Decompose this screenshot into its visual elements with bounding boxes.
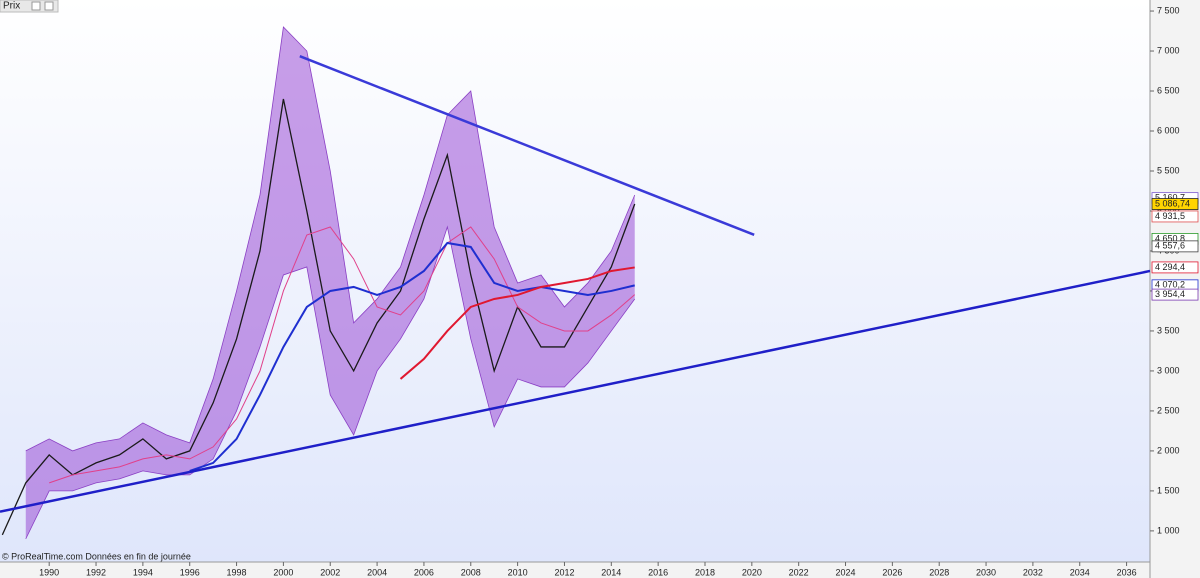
band-fill <box>25 27 635 539</box>
x-tick-label: 1994 <box>133 567 153 577</box>
x-tick-label: 2024 <box>836 567 856 577</box>
trend-line <box>0 269 1151 513</box>
price-label: 5 086,74 <box>1155 198 1190 208</box>
y-tick-label: 3 000 <box>1157 365 1180 375</box>
series-line <box>25 26 636 452</box>
icon[interactable] <box>31 1 41 11</box>
x-tick-label: 2032 <box>1023 567 1043 577</box>
y-tick-label: 2 000 <box>1157 445 1180 455</box>
price-label: 5 160,7 <box>1155 193 1185 203</box>
plot-layer <box>0 26 1151 540</box>
price-label-box <box>1151 261 1199 274</box>
price-label: 3 954,4 <box>1155 289 1185 299</box>
chart-title: Prix <box>3 1 20 12</box>
x-tick-label: 1992 <box>86 567 106 577</box>
y-tick-label: 6 000 <box>1157 125 1180 135</box>
icon[interactable] <box>44 1 54 11</box>
series-line <box>49 226 636 484</box>
y-tick-label: 1 500 <box>1157 485 1180 495</box>
series-line <box>25 225 636 540</box>
series-line <box>1 98 636 536</box>
x-tick-label: 2014 <box>601 567 621 577</box>
price-label-box <box>1151 210 1199 223</box>
price-label-box <box>1151 198 1199 210</box>
footer: © ProRealTime.com Données en fin de jour… <box>2 551 191 561</box>
x-tick-label: 2028 <box>929 567 949 577</box>
series-line <box>399 266 635 380</box>
y-tick-label: 5 500 <box>1157 165 1180 175</box>
x-tick-label: 2036 <box>1117 567 1137 577</box>
x-tick-label: 2004 <box>367 567 387 577</box>
x-tick-label: 2020 <box>742 567 762 577</box>
series-line <box>189 241 635 472</box>
x-tick-label: 2006 <box>414 567 434 577</box>
x-tick-label: 2012 <box>554 567 574 577</box>
x-tick-label: 2018 <box>695 567 715 577</box>
price-label: 4 294,4 <box>1155 262 1185 272</box>
price-label: 4 070,2 <box>1155 280 1185 290</box>
y-tick-label: 6 500 <box>1157 85 1180 95</box>
price-label: 4 650,8 <box>1155 233 1185 243</box>
x-tick-label: 2002 <box>320 567 340 577</box>
price-label: 4 931,5 <box>1155 211 1185 221</box>
x-tick-label: 2016 <box>648 567 668 577</box>
x-tick-label: 2030 <box>976 567 996 577</box>
y-tick-label: 1 000 <box>1157 525 1180 535</box>
y-tick-label: 7 500 <box>1157 5 1180 15</box>
x-tick-label: 2010 <box>508 567 528 577</box>
x-tick-label: 1996 <box>180 567 200 577</box>
x-tick-label: 2034 <box>1070 567 1090 577</box>
x-axis-panel <box>0 562 1150 578</box>
trend-line <box>299 55 755 236</box>
x-tick-label: 1998 <box>227 567 247 577</box>
y-tick-label: 2 500 <box>1157 405 1180 415</box>
price-label: 4 557,6 <box>1155 241 1185 251</box>
title-box <box>0 0 59 13</box>
x-tick-label: 2000 <box>273 567 293 577</box>
y-tick-label: 3 500 <box>1157 325 1180 335</box>
price-label-box <box>1151 288 1199 301</box>
price-label-box <box>1151 240 1199 253</box>
y-tick-label: 5 000 <box>1157 205 1180 215</box>
x-tick-label: 1990 <box>39 567 59 577</box>
x-tick-label: 2022 <box>789 567 809 577</box>
y-tick-label: 7 000 <box>1157 45 1180 55</box>
x-tick-label: 2026 <box>882 567 902 577</box>
x-tick-label: 2008 <box>461 567 481 577</box>
